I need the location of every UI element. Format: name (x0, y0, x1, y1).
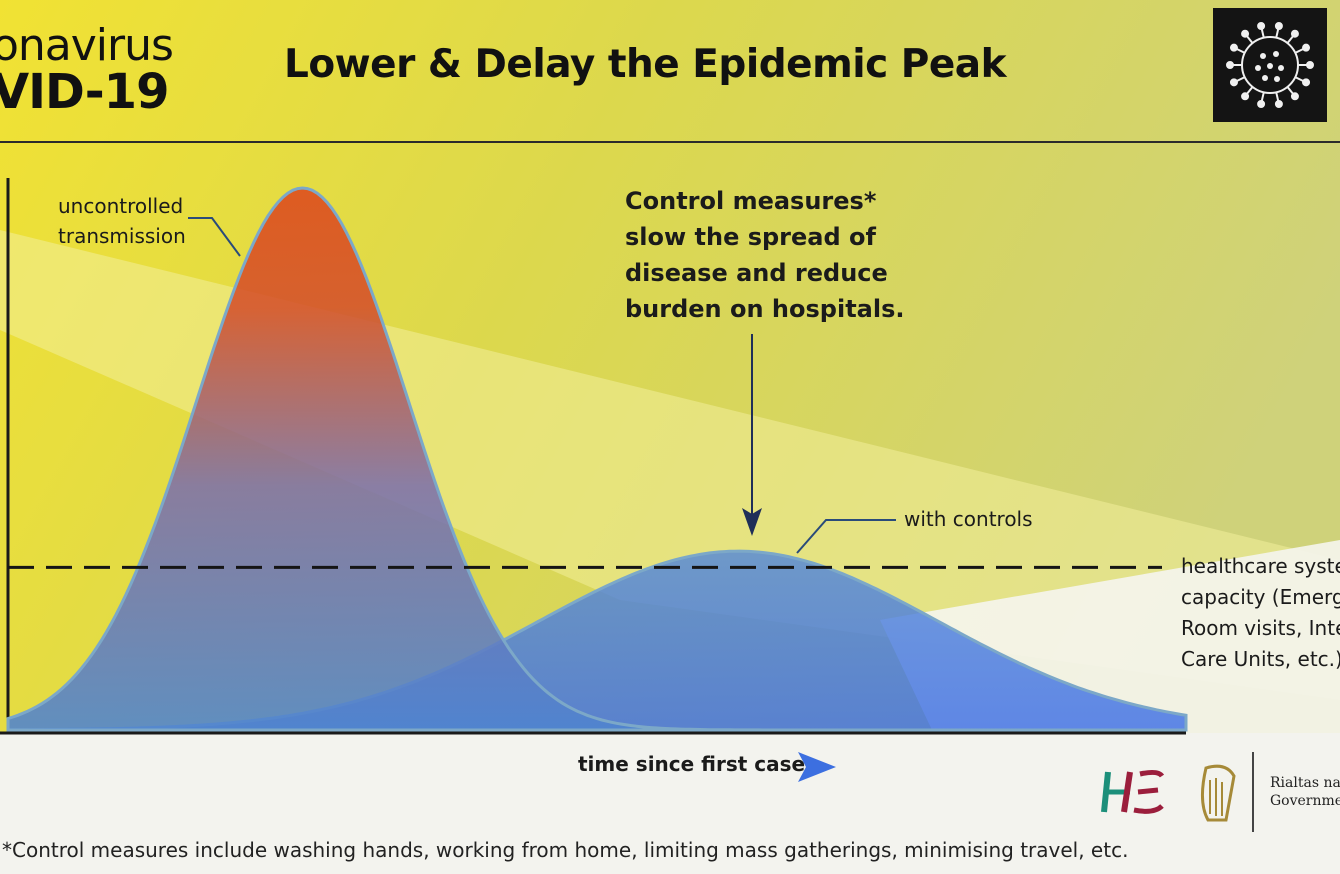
virus-spike-tip (1229, 78, 1238, 87)
series-uncontrolled-curve (6, 186, 1186, 732)
virus-spike-tip (1257, 22, 1266, 31)
footnote: *Control measures include washing hands,… (2, 838, 1129, 862)
capacity-label-line-1: healthcare system (1181, 554, 1340, 578)
virus-spike-tip (1226, 61, 1234, 69)
uncontrolled-label-line-2: transmission (58, 224, 186, 248)
capacity-label-line-3: Room visits, Intensive (1181, 616, 1340, 640)
virus-spike-tip (1229, 43, 1238, 52)
control-measures-arrow-head (742, 508, 762, 536)
brand-line-2: VID-19 (0, 64, 169, 120)
with-controls-label: with controls (904, 507, 1033, 531)
virus-spike-tip (1241, 29, 1250, 38)
virus-spike-tip (1241, 92, 1250, 101)
government-text-line-2: Governme (1270, 793, 1340, 809)
x-axis-arrow-icon (798, 752, 836, 782)
virus-spike-tip (1290, 92, 1299, 101)
with-controls-leader-line (796, 519, 896, 554)
x-axis-label: time since first case (578, 752, 806, 776)
page-title: Lower & Delay the Epidemic Peak (284, 42, 1007, 87)
government-logo-text: Rialtas na Governme (1270, 774, 1340, 810)
capacity-label-line-2: capacity (Emergency (1181, 585, 1340, 609)
virus-spike-tip (1274, 99, 1283, 108)
virus-spike-tip (1302, 78, 1311, 87)
control-measures-line-3: disease and reduce (625, 259, 888, 287)
control-measures-line-2: slow the spread of (625, 223, 877, 251)
hse-logo (1101, 769, 1165, 814)
virus-spike-tip (1306, 61, 1314, 69)
virus-spike-tip (1257, 99, 1266, 108)
government-logo-divider (1252, 752, 1254, 832)
capacity-label-line-4: Care Units, etc.) (1181, 647, 1340, 671)
virus-spike-tip (1290, 29, 1299, 38)
brand-line-1: onavirus (0, 20, 174, 71)
uncontrolled-leader-line (188, 217, 241, 257)
virus-spike-tip (1302, 43, 1311, 52)
harp-icon (1201, 764, 1236, 822)
control-measures-line-1: Control measures* (625, 187, 877, 215)
control-measures-line-4: burden on hospitals. (625, 295, 905, 323)
virus-icon (1213, 8, 1327, 122)
uncontrolled-label-line-1: uncontrolled (58, 194, 183, 218)
header-divider (0, 141, 1340, 143)
government-text-line-1: Rialtas na (1270, 775, 1340, 791)
virus-spike-tip (1274, 22, 1283, 31)
